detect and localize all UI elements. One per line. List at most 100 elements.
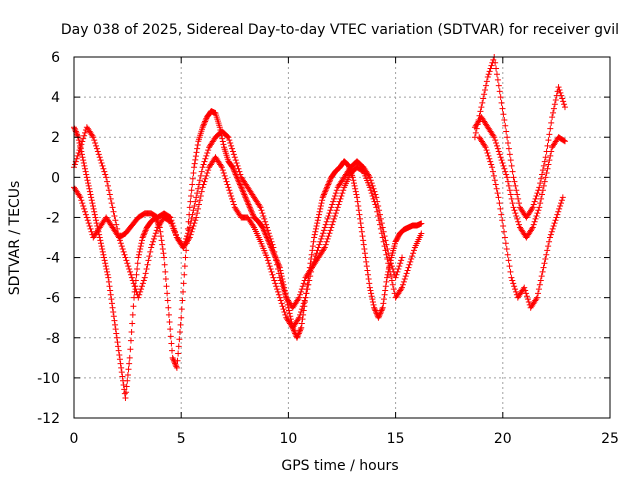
data-point xyxy=(512,288,519,295)
y-tick-label: -12 xyxy=(37,411,60,427)
data-point xyxy=(368,290,375,297)
data-point xyxy=(120,248,127,255)
data-point xyxy=(545,243,552,250)
data-point xyxy=(272,253,279,260)
data-point xyxy=(270,274,277,281)
data-point xyxy=(224,181,231,188)
data-point xyxy=(127,268,134,275)
data-point xyxy=(192,156,199,163)
data-point xyxy=(82,165,89,172)
plot-area-frame xyxy=(73,56,611,419)
data-point xyxy=(142,227,149,234)
data-point xyxy=(101,168,108,175)
data-point xyxy=(362,254,369,261)
data-point xyxy=(200,161,207,168)
data-point xyxy=(326,210,333,217)
data-point xyxy=(317,238,324,245)
data-point xyxy=(378,220,385,227)
data-point xyxy=(538,273,545,280)
data-point xyxy=(323,218,330,225)
data-point xyxy=(190,170,197,177)
data-point xyxy=(259,210,266,217)
data-point xyxy=(498,99,505,106)
data-point xyxy=(561,104,568,111)
data-point xyxy=(367,177,374,184)
data-point xyxy=(332,190,339,197)
data-point xyxy=(383,241,390,248)
data-point xyxy=(295,316,302,323)
data-point xyxy=(266,233,273,240)
data-point xyxy=(493,139,500,146)
data-point xyxy=(169,354,176,361)
data-point xyxy=(380,296,387,303)
data-point xyxy=(488,161,495,168)
data-point xyxy=(97,157,104,164)
x-tick-label: 20 xyxy=(494,431,512,447)
data-point xyxy=(186,234,193,241)
data-point xyxy=(115,230,122,237)
data-point xyxy=(481,142,488,149)
data-point xyxy=(81,162,88,169)
data-point xyxy=(308,264,315,271)
data-point xyxy=(74,131,81,138)
data-point xyxy=(123,383,130,390)
data-point xyxy=(261,215,268,222)
data-point xyxy=(73,155,80,162)
data-point xyxy=(477,108,484,115)
data-point xyxy=(320,191,327,198)
data-point xyxy=(111,317,118,324)
data-point xyxy=(194,141,201,148)
data-point xyxy=(276,274,283,281)
data-point xyxy=(193,149,200,156)
data-point xyxy=(512,286,519,293)
x-tick-label: 5 xyxy=(177,431,186,447)
data-point xyxy=(103,266,110,273)
data-point xyxy=(523,290,530,297)
data-point xyxy=(281,288,288,295)
data-point xyxy=(501,234,508,241)
data-point xyxy=(328,204,335,211)
data-point xyxy=(126,354,133,361)
data-point xyxy=(189,211,196,218)
data-point xyxy=(540,182,547,189)
data-point xyxy=(129,277,136,284)
data-point xyxy=(485,71,492,78)
data-point xyxy=(152,230,159,237)
data-point xyxy=(324,235,331,242)
data-point xyxy=(555,84,562,91)
data-point xyxy=(334,204,341,211)
data-point xyxy=(145,257,152,264)
data-point xyxy=(105,274,112,281)
data-point xyxy=(263,221,270,228)
data-point xyxy=(203,152,210,159)
data-point xyxy=(115,347,122,354)
data-point xyxy=(139,234,146,241)
data-point xyxy=(398,257,405,264)
data-point xyxy=(117,240,124,247)
data-point xyxy=(508,162,515,169)
data-point xyxy=(509,168,516,175)
data-point xyxy=(546,131,553,138)
data-point xyxy=(335,201,342,208)
data-point xyxy=(220,141,227,148)
data-point xyxy=(245,201,252,208)
data-point xyxy=(124,377,131,384)
data-point xyxy=(188,215,195,222)
data-point xyxy=(229,148,236,155)
data-point xyxy=(141,230,148,237)
data-point xyxy=(316,208,323,215)
data-point xyxy=(332,210,339,217)
data-point xyxy=(537,200,544,207)
data-point xyxy=(108,300,115,307)
data-point xyxy=(146,253,153,260)
data-point xyxy=(153,227,160,234)
data-point xyxy=(165,304,172,311)
data-point xyxy=(547,125,554,132)
data-point xyxy=(316,241,323,248)
data-point xyxy=(148,244,155,251)
data-point xyxy=(138,286,145,293)
data-point xyxy=(366,284,373,291)
data-point xyxy=(244,198,251,205)
data-point xyxy=(191,202,198,209)
